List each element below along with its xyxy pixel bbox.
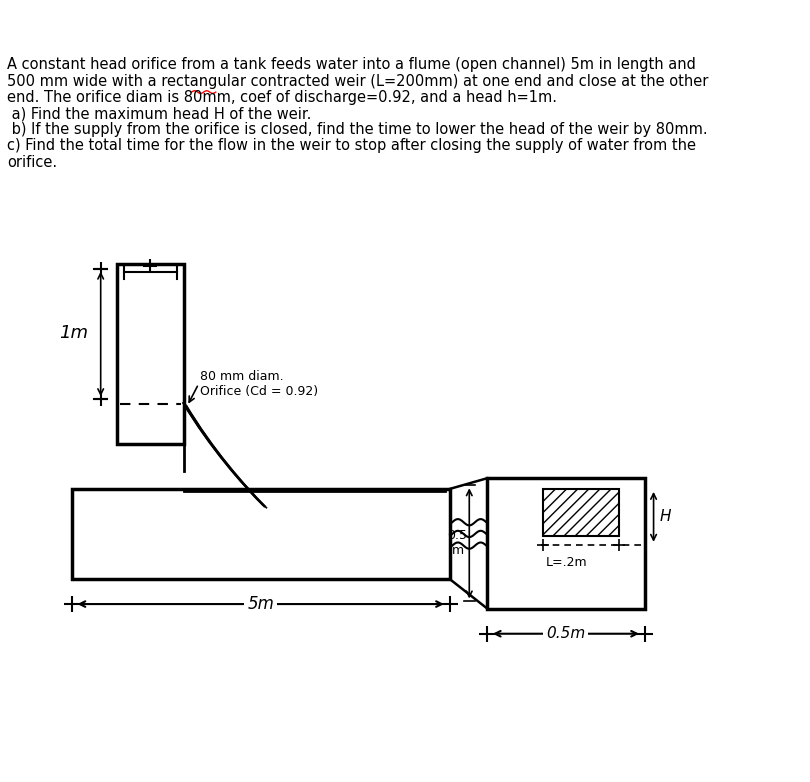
Text: 0.5m: 0.5m [546,626,585,641]
Text: 80 mm diam.: 80 mm diam. [201,370,284,383]
Text: 5m: 5m [247,595,274,613]
Text: 1m: 1m [59,325,88,343]
Text: 500 mm wide with a rectangular contracted weir (L=200mm) at one end and close at: 500 mm wide with a rectangular contracte… [7,74,709,88]
Text: 0.5
m: 0.5 m [448,529,467,557]
Text: b) If the supply from the orifice is closed, find the time to lower the head of : b) If the supply from the orifice is clo… [7,122,708,137]
Text: orifice.: orifice. [7,155,58,170]
Text: c) Find the total time for the flow in the weir to stop after closing the supply: c) Find the total time for the flow in t… [7,138,696,153]
Text: H: H [660,509,671,525]
Text: A constant head orifice from a tank feeds water into a flume (open channel) 5m i: A constant head orifice from a tank feed… [7,57,696,73]
Text: Orifice (Cd = 0.92): Orifice (Cd = 0.92) [201,386,318,398]
Text: end. The orifice diam is 80mm, coef of discharge=0.92, and a head h=1m.: end. The orifice diam is 80mm, coef of d… [7,90,557,105]
Text: a) Find the maximum head H of the weir.: a) Find the maximum head H of the weir. [7,106,312,121]
Polygon shape [543,489,620,536]
Text: L=.2m: L=.2m [546,556,587,569]
